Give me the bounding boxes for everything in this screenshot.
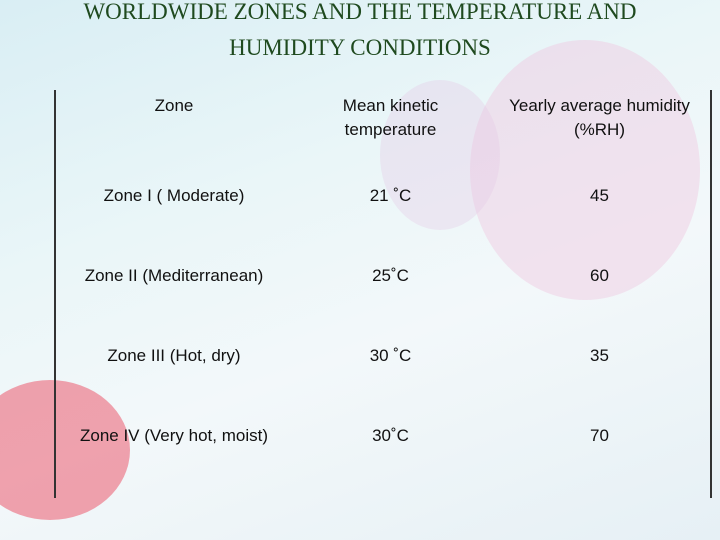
table-cell: Zone I ( Moderate) <box>103 186 245 205</box>
table-cell: 25˚C <box>372 266 409 285</box>
slide-title: WORLDWIDE ZONES AND THE TEMPERATURE AND … <box>0 0 720 66</box>
table-row: Zone II (Mediterranean) 25˚C 60 <box>55 258 711 338</box>
header-cell: Yearly average humidity (%RH) <box>509 96 690 139</box>
table-cell: Zone II (Mediterranean) <box>84 266 264 285</box>
header-cell: Zone <box>154 96 194 115</box>
background-shape <box>380 80 500 230</box>
background-shape <box>0 380 130 520</box>
table-cell: 30˚C <box>372 426 409 445</box>
header-cell: Mean kinetic temperature <box>342 96 439 139</box>
background-shape <box>470 40 700 300</box>
table-row: Zone I ( Moderate) 21 ˚C 45 <box>55 178 711 258</box>
table-row: Zone IV (Very hot, moist) 30˚C 70 <box>55 418 711 498</box>
table-cell: 60 <box>590 266 609 285</box>
table-row: Zone III (Hot, dry) 30 ˚C 35 <box>55 338 711 418</box>
table-cell: Zone IV (Very hot, moist) <box>79 426 268 445</box>
header-row: Zone Mean kinetic temperature Yearly ave… <box>55 90 711 178</box>
table-cell: 70 <box>590 426 609 445</box>
table-cell: 45 <box>590 186 609 205</box>
table-cell: 21 ˚C <box>369 186 412 205</box>
table-cell: Zone III (Hot, dry) <box>107 346 241 365</box>
zones-table: Zone Mean kinetic temperature Yearly ave… <box>54 90 712 498</box>
title-line: HUMIDITY CONDITIONS <box>229 35 491 60</box>
table-cell: 35 <box>590 346 609 365</box>
title-line: WORLDWIDE ZONES AND THE TEMPERATURE AND <box>83 0 637 24</box>
table-cell: 30 ˚C <box>369 346 412 365</box>
